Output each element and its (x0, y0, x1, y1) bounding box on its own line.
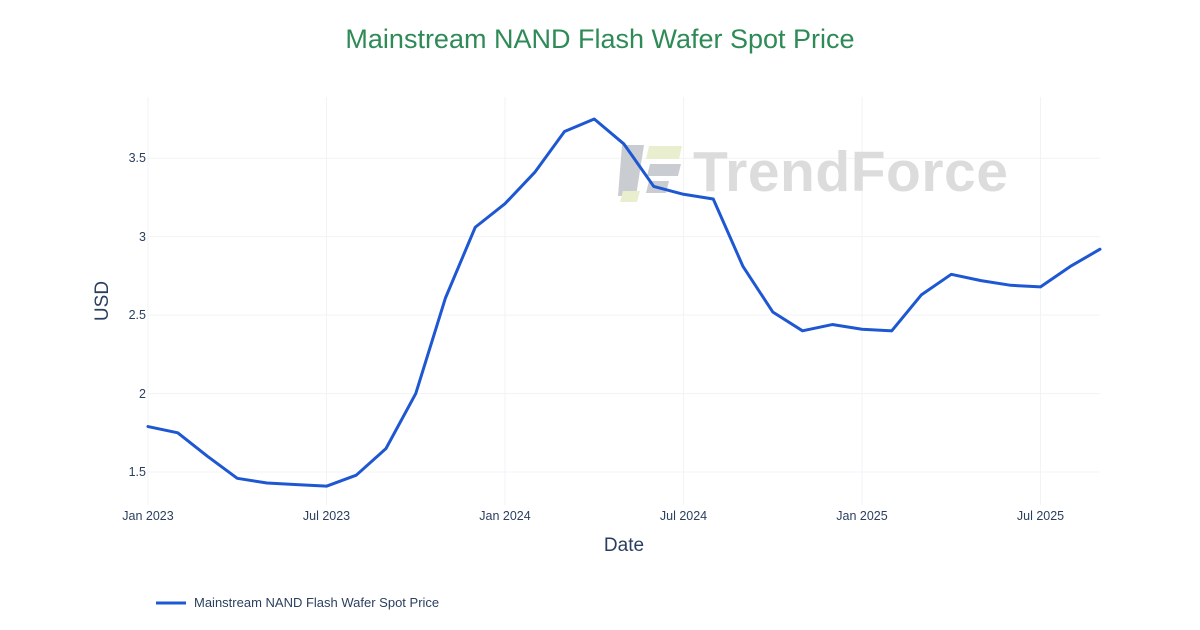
x-tick-label: Jan 2024 (479, 509, 531, 523)
y-tick-label: 2.5 (128, 308, 146, 323)
legend-item[interactable]: Mainstream NAND Flash Wafer Spot Price (155, 595, 439, 610)
y-tick-label: 3.5 (128, 151, 146, 166)
trendforce-logo-icon (618, 145, 682, 202)
x-tick-label: Jul 2023 (302, 509, 351, 523)
x-axis-title: Date (603, 535, 645, 556)
x-tick-label: Jul 2025 (1016, 509, 1065, 523)
y-tick-label: 2 (139, 386, 146, 401)
x-tick-label: Jul 2024 (659, 509, 708, 523)
trendforce-watermark: TrendForce (618, 140, 1008, 204)
legend-label: Mainstream NAND Flash Wafer Spot Price (194, 595, 440, 610)
chart-title: Mainstream NAND Flash Wafer Spot Price (345, 24, 855, 54)
trendforce-logo-text: TrendForce (693, 140, 1008, 204)
y-tick-label: 3 (139, 229, 146, 244)
x-tick-label: Jan 2023 (122, 509, 174, 523)
x-tick-label: Jan 2025 (836, 509, 888, 523)
legend-line-swatch (156, 601, 186, 604)
legend: Mainstream NAND Flash Wafer Spot Price (155, 595, 439, 610)
y-tick-label: 1.5 (128, 465, 146, 480)
gridlines (147, 97, 1100, 505)
price-line-series[interactable] (146, 117, 1102, 488)
